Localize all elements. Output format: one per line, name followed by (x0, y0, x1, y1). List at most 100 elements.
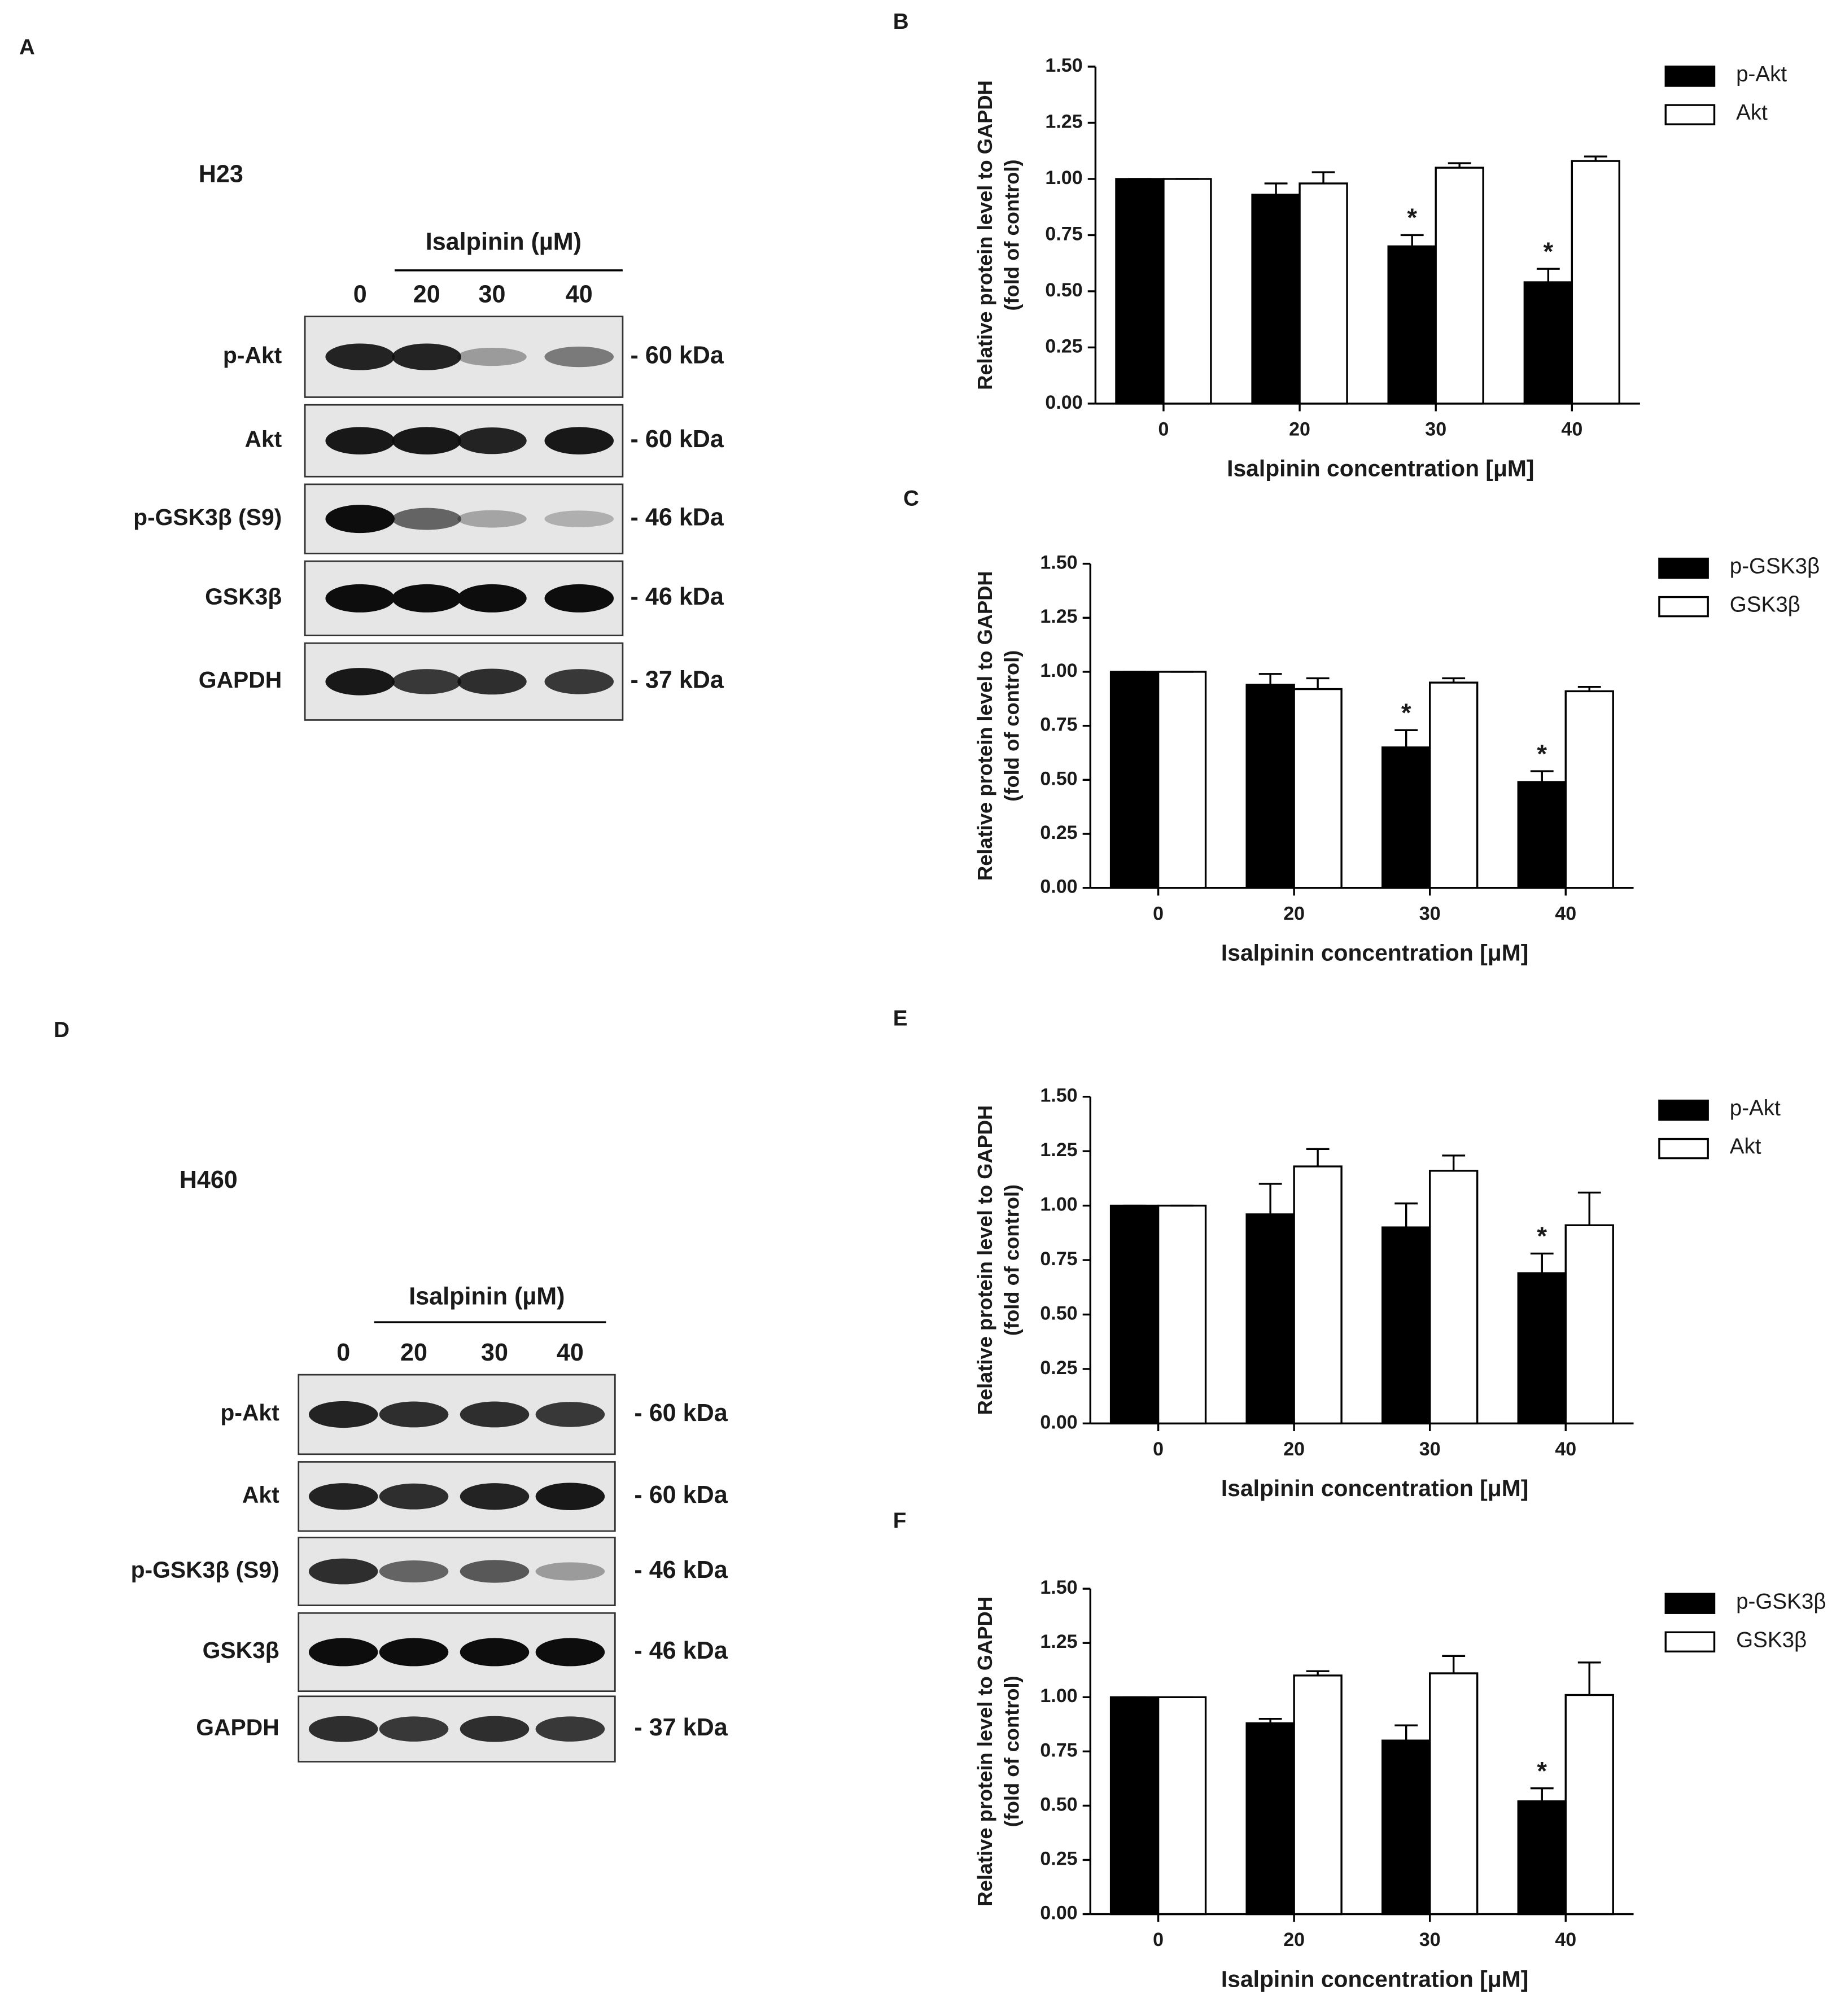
legend-swatch (1664, 65, 1716, 87)
y-axis-label: Relative protein level to GAPDH (973, 571, 996, 881)
bar (1428, 1672, 1479, 1916)
x-tick-label: 20 (1283, 1438, 1305, 1460)
blot-band (457, 347, 527, 366)
bar (1523, 281, 1573, 405)
y-tick-label: 0.75 (1040, 714, 1077, 736)
y-axis-label: (fold of control) (1000, 650, 1024, 802)
blot-band (392, 584, 461, 613)
blot-band (460, 1716, 530, 1742)
bar (1299, 182, 1348, 405)
bar (1571, 160, 1620, 405)
bar (1245, 1722, 1295, 1916)
blot-band (325, 668, 395, 696)
bar (1428, 1170, 1479, 1425)
blot-band (308, 1716, 378, 1742)
y-tick-label: 1.50 (1040, 1577, 1077, 1598)
blot-band (460, 1401, 530, 1428)
bar (1381, 1226, 1431, 1425)
error-bar (1442, 1155, 1466, 1171)
y-tick-label: 0.50 (1045, 279, 1082, 301)
significance-mark: * (1537, 1222, 1547, 1250)
x-axis-label: Isalpinin concentration [μM] (1221, 1966, 1528, 1992)
row-label: GAPDH (196, 1714, 279, 1740)
treatment-label: Isalpinin (µM) (409, 1283, 565, 1310)
error-bar (1442, 677, 1466, 683)
y-tick-label: 0.00 (1045, 392, 1082, 413)
y-tick-label: 0.75 (1040, 1739, 1077, 1761)
lane-label: 20 (400, 1339, 427, 1366)
blot-band (544, 427, 614, 454)
error-bar (1530, 770, 1554, 782)
size-label: - 60 kDa (634, 1400, 728, 1427)
lane-label: 30 (481, 1339, 508, 1366)
blot-band (325, 427, 395, 454)
row-label: p-GSK3β (S9) (131, 1556, 279, 1582)
blot-band (544, 669, 614, 694)
blot-band (460, 1560, 530, 1583)
cell-line: H460 (180, 1166, 238, 1193)
y-tick-label: 1.25 (1040, 606, 1077, 627)
blot-band (535, 1716, 605, 1742)
row-label: p-Akt (220, 1400, 279, 1425)
lane-label: 40 (557, 1339, 584, 1366)
y-tick-label: 0.25 (1045, 335, 1082, 357)
lane-label: 30 (478, 281, 505, 308)
size-label: - 46 kDa (634, 1556, 728, 1584)
error-bar (1306, 1148, 1330, 1167)
panel-label: E (893, 1007, 908, 1031)
panel-label: C (903, 486, 919, 510)
bar (1162, 178, 1212, 405)
x-tick-label: 20 (1283, 1929, 1305, 1951)
bar (1109, 1204, 1160, 1425)
lane-label: 20 (413, 281, 440, 308)
legend-swatch (1664, 104, 1716, 125)
size-label: - 37 kDa (631, 667, 724, 694)
x-tick-label: 0 (1153, 1929, 1164, 1951)
y-tick-label: 0.25 (1040, 822, 1077, 843)
bar (1245, 684, 1295, 889)
error-bar (1577, 686, 1601, 692)
blot-band (457, 510, 527, 528)
bar (1115, 178, 1165, 405)
blot-band (544, 346, 614, 368)
bar (1109, 1696, 1160, 1916)
panel-label: B (893, 10, 909, 34)
error-bar (1536, 268, 1560, 283)
blot-band (379, 1560, 449, 1583)
bar (1428, 681, 1479, 889)
significance-mark: * (1407, 203, 1417, 232)
x-axis-label: Isalpinin concentration [μM] (1221, 940, 1528, 966)
error-bar (1577, 1661, 1601, 1695)
error-bar (1442, 1655, 1466, 1673)
row-label: p-Akt (223, 342, 282, 368)
x-axis-label: Isalpinin concentration [μM] (1227, 456, 1534, 482)
x-tick-label: 40 (1555, 903, 1576, 924)
size-label: - 60 kDa (634, 1481, 728, 1508)
bar (1157, 1204, 1207, 1425)
blot-band (325, 343, 395, 370)
error-bar (1311, 171, 1335, 183)
y-tick-label: 0.25 (1040, 1848, 1077, 1869)
blot-band (457, 584, 527, 613)
y-tick-label: 0.00 (1040, 1411, 1077, 1433)
blot-band (325, 584, 395, 613)
bar (1517, 1272, 1567, 1425)
bar (1517, 781, 1567, 889)
blot-band (392, 343, 461, 370)
significance-mark: * (1537, 740, 1547, 768)
blot-band (379, 1401, 449, 1428)
panel-label: A (19, 35, 35, 59)
row-label: GAPDH (199, 667, 282, 693)
error-bar (1264, 182, 1288, 195)
x-tick-label: 40 (1561, 419, 1582, 440)
y-axis-label: (fold of control) (1000, 1184, 1024, 1336)
bar (1564, 1694, 1614, 1916)
row-label: p-GSK3β (S9) (133, 504, 282, 530)
row-label: Akt (244, 426, 282, 452)
bar (1157, 671, 1207, 889)
bar (1245, 1213, 1295, 1425)
blot-band (379, 1483, 449, 1510)
row-label: GSK3β (205, 584, 282, 610)
